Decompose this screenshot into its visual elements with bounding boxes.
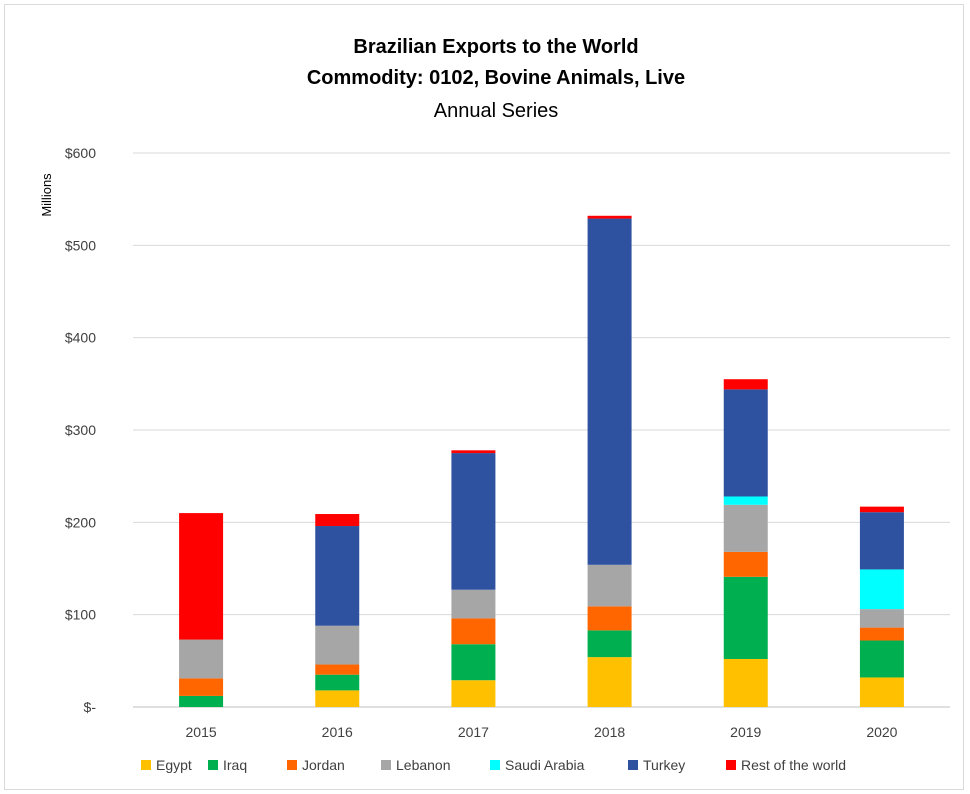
legend-label: Lebanon (396, 757, 451, 773)
bar-segment-jordan (859, 627, 904, 641)
legend-label: Rest of the world (741, 757, 846, 773)
chart-title-line-2: Commodity: 0102, Bovine Animals, Live (307, 67, 685, 89)
bar-segment-jordan (451, 618, 496, 645)
bar-segment-egypt (587, 657, 632, 707)
bar-segment-turkey (315, 526, 360, 626)
legend-label: Turkey (643, 757, 685, 773)
bar-segment-rest-of-the-world (315, 514, 360, 527)
bar-segment-saudi-arabia (723, 496, 768, 505)
bar-segment-lebanon (587, 564, 632, 607)
y-tick-label: $500 (65, 237, 96, 253)
bar-segment-rest-of-the-world (451, 450, 496, 454)
chart-frame: Brazilian Exports to the World Commodity… (4, 4, 964, 790)
y-tick-label: $400 (65, 330, 96, 346)
y-tick-label: $200 (65, 514, 96, 530)
bar-segment-iraq (451, 644, 496, 681)
legend-label: Saudi Arabia (505, 757, 585, 773)
bar-segment-rest-of-the-world (179, 513, 224, 640)
bar-segment-turkey (859, 512, 904, 570)
bar-segment-turkey (587, 218, 632, 565)
bar-segment-iraq (587, 630, 632, 658)
bar-segment-jordan (179, 678, 224, 696)
bar-segment-lebanon (451, 589, 496, 619)
y-tick-label: $600 (65, 145, 96, 161)
legend-swatch (141, 760, 151, 770)
legend-swatch (208, 760, 218, 770)
bar-segment-lebanon (315, 625, 360, 665)
x-tick-label: 2018 (594, 724, 625, 740)
bar-segment-saudi-arabia (859, 569, 904, 610)
legend-swatch (287, 760, 297, 770)
x-tick-label: 2017 (458, 724, 489, 740)
legend-swatch (726, 760, 736, 770)
bar-segment-egypt (315, 690, 360, 707)
bar-segment-iraq (859, 640, 904, 678)
y-tick-label: $100 (65, 607, 96, 623)
y-tick-label: $300 (65, 422, 96, 438)
bar-segment-iraq (179, 695, 224, 707)
chart-subtitle: Annual Series (434, 100, 559, 122)
y-axis-label: Millions (39, 173, 54, 217)
bar-segment-jordan (723, 551, 768, 577)
x-tick-label: 2019 (730, 724, 761, 740)
bar-segment-egypt (723, 658, 768, 707)
bar-segment-egypt (859, 677, 904, 707)
bar-segment-rest-of-the-world (859, 506, 904, 513)
bar-segment-egypt (451, 680, 496, 707)
y-tick-label: $- (84, 699, 97, 715)
legend-swatch (628, 760, 638, 770)
bar-segment-rest-of-the-world (723, 379, 768, 390)
gridlines (133, 152, 950, 708)
bar-segment-lebanon (179, 639, 224, 679)
legend-label: Egypt (156, 757, 192, 773)
y-axis-ticks: $- $100 $200 $300 $400 $500 $600 (65, 145, 96, 715)
x-tick-label: 2016 (322, 724, 353, 740)
stacked-bar-chart: Brazilian Exports to the World Commodity… (39, 36, 950, 773)
legend-swatch (381, 760, 391, 770)
x-tick-label: 2015 (186, 724, 217, 740)
bar-segment-iraq (723, 576, 768, 659)
bar-segment-lebanon (859, 609, 904, 628)
bar-segment-iraq (315, 674, 360, 691)
legend-label: Iraq (223, 757, 247, 773)
bars (179, 215, 904, 707)
x-axis-ticks: 2015 2016 2017 2018 2019 2020 (186, 724, 898, 740)
bar-segment-jordan (587, 606, 632, 631)
legend-swatch (490, 760, 500, 770)
bar-segment-turkey (451, 453, 496, 590)
x-tick-label: 2020 (866, 724, 897, 740)
bar-segment-jordan (315, 664, 360, 675)
legend-label: Jordan (302, 757, 345, 773)
bar-segment-turkey (723, 389, 768, 497)
chart-title-line-1: Brazilian Exports to the World (353, 36, 638, 58)
bar-segment-lebanon (723, 504, 768, 552)
legend: Egypt Iraq Jordan Lebanon Saudi Arabia Turkey… (141, 757, 846, 773)
bar-segment-rest-of-the-world (587, 215, 632, 219)
